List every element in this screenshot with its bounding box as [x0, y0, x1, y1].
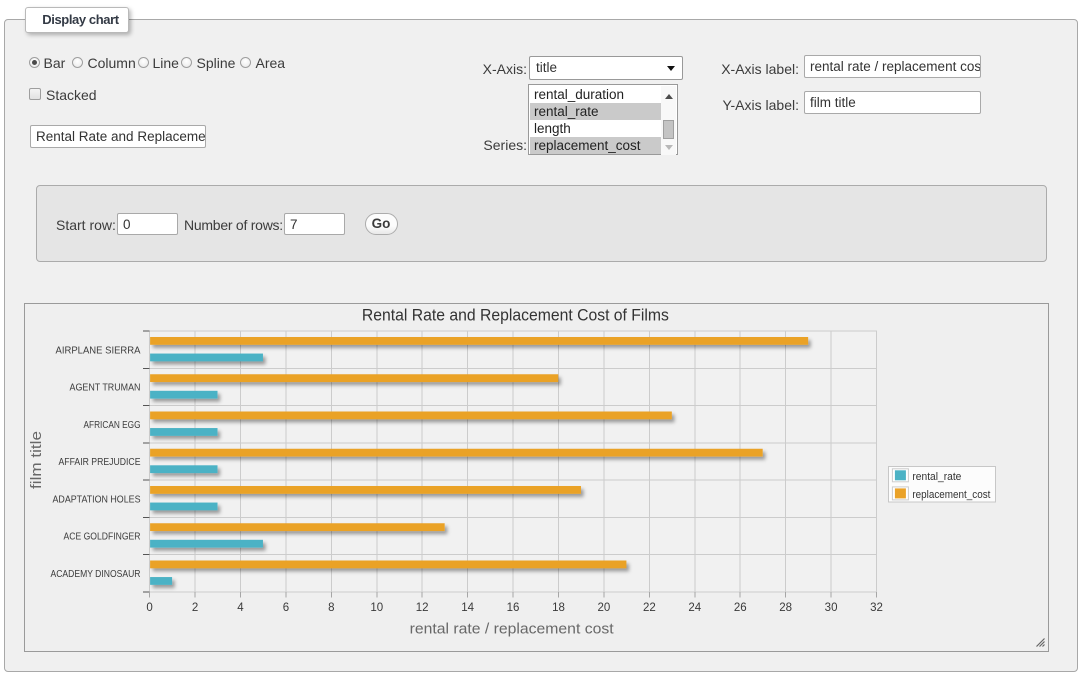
svg-text:ACE GOLDFINGER: ACE GOLDFINGER	[64, 531, 141, 543]
svg-text:Rental Rate and Replacement Co: Rental Rate and Replacement Cost of Film…	[362, 305, 669, 324]
svg-text:30: 30	[825, 602, 838, 614]
svg-text:ACADEMY DINOSAUR: ACADEMY DINOSAUR	[51, 568, 141, 580]
svg-text:18: 18	[552, 602, 565, 614]
svg-text:2: 2	[192, 602, 198, 614]
svg-text:32: 32	[870, 602, 883, 614]
svg-text:rental rate / replacement cost: rental rate / replacement cost	[410, 621, 615, 638]
svg-text:ADAPTATION HOLES: ADAPTATION HOLES	[53, 493, 141, 505]
svg-text:0: 0	[146, 602, 152, 614]
svg-text:22: 22	[643, 602, 656, 614]
svg-text:14: 14	[461, 602, 474, 614]
svg-text:20: 20	[598, 602, 611, 614]
svg-text:AIRPLANE SIERRA: AIRPLANE SIERRA	[56, 344, 141, 356]
svg-text:film title: film title	[28, 431, 45, 489]
svg-text:AGENT TRUMAN: AGENT TRUMAN	[70, 382, 141, 394]
svg-text:12: 12	[416, 602, 429, 614]
svg-text:6: 6	[283, 602, 289, 614]
svg-text:replacement_cost: replacement_cost	[912, 489, 990, 501]
svg-text:AFRICAN EGG: AFRICAN EGG	[84, 419, 141, 431]
svg-text:AFFAIR PREJUDICE: AFFAIR PREJUDICE	[59, 456, 141, 468]
svg-text:8: 8	[328, 602, 334, 614]
svg-text:26: 26	[734, 602, 747, 614]
svg-text:rental_rate: rental_rate	[912, 471, 961, 483]
svg-text:24: 24	[688, 602, 701, 614]
svg-text:28: 28	[779, 602, 792, 614]
svg-text:4: 4	[237, 602, 244, 614]
svg-text:16: 16	[507, 602, 520, 614]
svg-text:10: 10	[370, 602, 383, 614]
